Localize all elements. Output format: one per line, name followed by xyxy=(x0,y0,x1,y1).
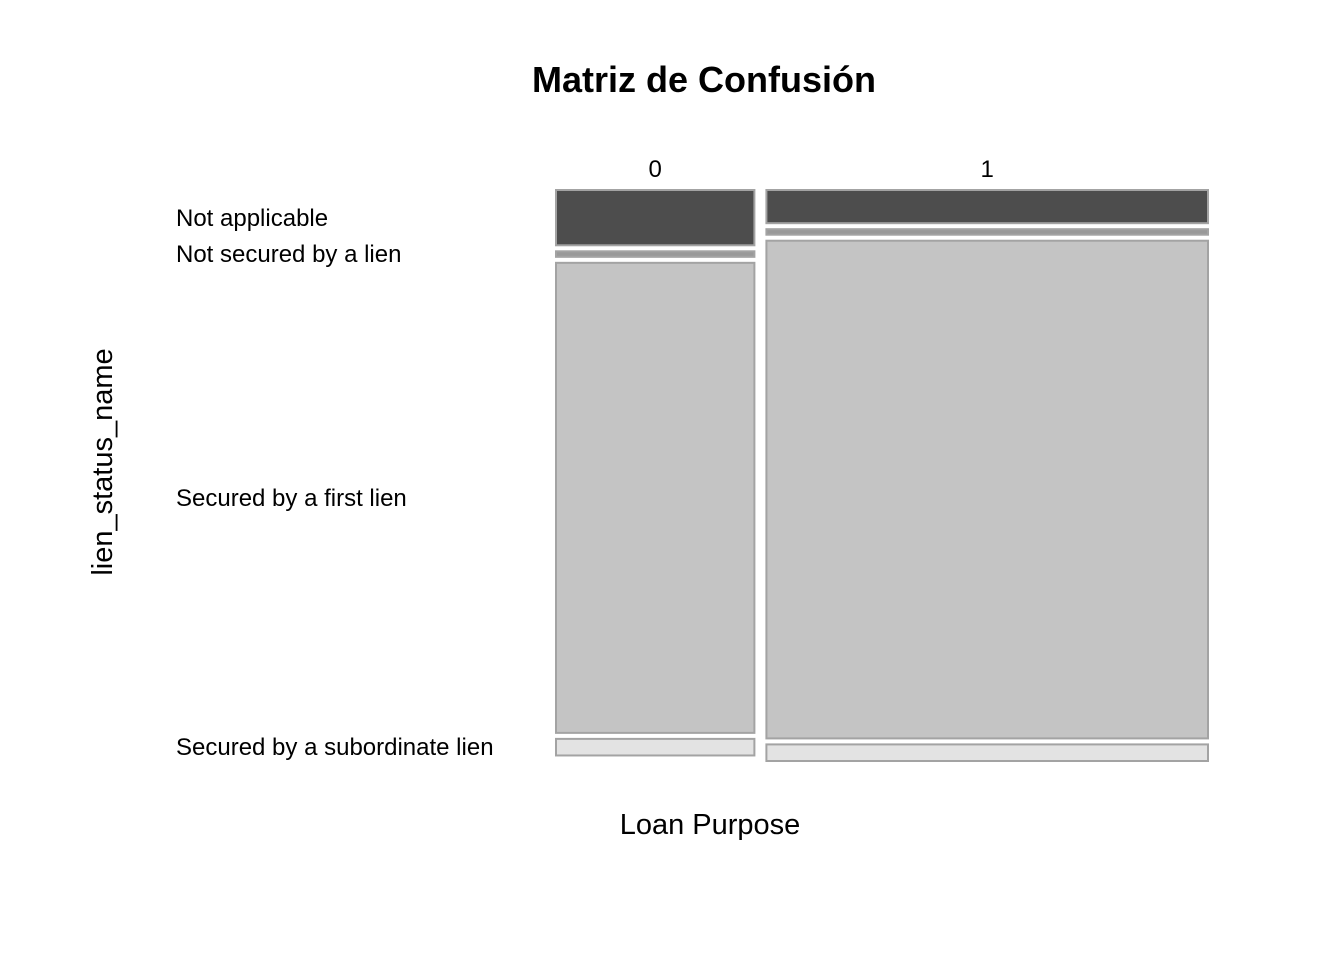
cell-0-secured-by-a-first-lien xyxy=(555,261,756,734)
x-tick-label-0: 0 xyxy=(649,156,662,183)
y-tick-labels: Not applicable Not secured by a lien Secur… xyxy=(176,205,494,761)
y-tick-label-secured-by-a-first-lien: Secured by a first lien xyxy=(176,485,407,512)
cell-0-not-applicable xyxy=(555,189,756,247)
cell-1-not-applicable xyxy=(765,189,1210,225)
y-axis-label: lien_status_name xyxy=(87,348,119,575)
cell-1-secured-by-a-subordinate-lien xyxy=(765,743,1210,762)
y-tick-label-not-applicable: Not applicable xyxy=(176,205,328,232)
cell-1-not-secured-by-a-lien xyxy=(765,228,1210,236)
x-tick-label-1: 1 xyxy=(981,156,994,183)
cell-1-secured-by-a-first-lien xyxy=(765,239,1210,740)
mosaic-cells xyxy=(555,189,1210,762)
y-tick-label-secured-by-a-subordinate-lien: Secured by a subordinate lien xyxy=(176,734,494,761)
y-tick-label-not-secured-by-a-lien: Not secured by a lien xyxy=(176,241,401,268)
cell-0-secured-by-a-subordinate-lien xyxy=(555,737,756,757)
chart-title: Matriz de Confusión xyxy=(532,59,876,100)
x-axis-label: Loan Purpose xyxy=(620,809,801,841)
cell-0-not-secured-by-a-lien xyxy=(555,250,756,258)
